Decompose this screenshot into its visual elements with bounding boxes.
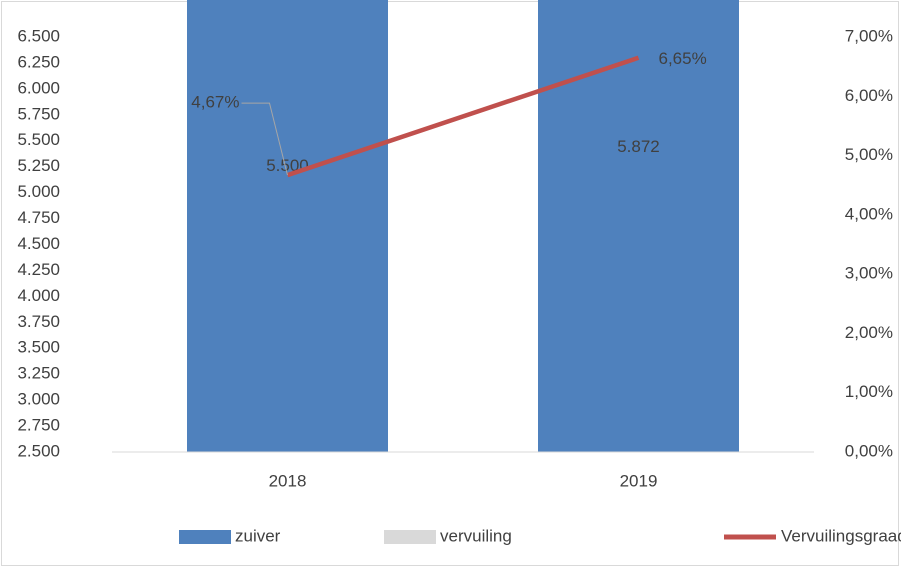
data-label: 4,67% <box>191 93 239 112</box>
y-tick-label: 6.250 <box>17 52 60 71</box>
x-tick-label: 2019 <box>620 471 658 490</box>
y-tick-label: 3.500 <box>17 338 60 357</box>
leader-line <box>241 102 288 176</box>
legend-label: zuiver <box>235 526 281 545</box>
y2-tick-label: 7,00% <box>845 26 893 45</box>
y-tick-label: 3.750 <box>17 312 60 331</box>
y-tick-label: 4.000 <box>17 286 60 305</box>
legend-label: Vervuilingsgraad <box>781 526 901 545</box>
data-label: 6,65% <box>659 49 707 68</box>
y2-tick-label: 1,00% <box>845 382 893 401</box>
data-label: 5.872 <box>617 137 660 156</box>
y-tick-label: 4.250 <box>17 260 60 279</box>
bar-segment <box>538 0 739 452</box>
y2-tick-label: 4,00% <box>845 204 893 223</box>
y2-tick-label: 2,00% <box>845 323 893 342</box>
legend-swatch <box>179 530 231 544</box>
y2-tick-label: 6,00% <box>845 86 893 105</box>
y2-tick-label: 5,00% <box>845 145 893 164</box>
y-tick-label: 4.750 <box>17 208 60 227</box>
y-tick-label: 2.750 <box>17 416 60 435</box>
y-tick-label: 5.750 <box>17 104 60 123</box>
bar-segment <box>187 0 388 452</box>
legend-label: vervuiling <box>440 526 512 545</box>
y-tick-label: 5.250 <box>17 156 60 175</box>
legend-swatch <box>384 530 436 544</box>
y-tick-label: 3.250 <box>17 364 60 383</box>
y-tick-label: 5.500 <box>17 130 60 149</box>
line-series <box>286 55 640 178</box>
y-tick-label: 6.000 <box>17 78 60 97</box>
y-tick-label: 5.000 <box>17 182 60 201</box>
x-tick-label: 2018 <box>269 471 307 490</box>
y2-tick-label: 0,00% <box>845 441 893 460</box>
y-tick-label: 4.500 <box>17 234 60 253</box>
y-tick-label: 3.000 <box>17 390 60 409</box>
y-tick-label: 2.500 <box>17 441 60 460</box>
y-tick-label: 6.500 <box>17 26 60 45</box>
y2-tick-label: 3,00% <box>845 264 893 283</box>
